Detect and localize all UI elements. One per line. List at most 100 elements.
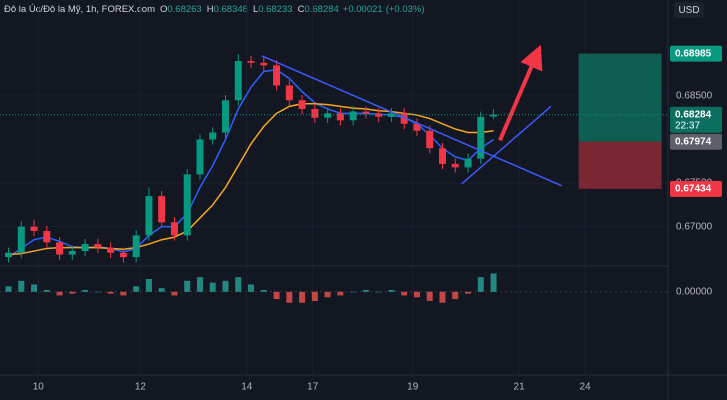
histogram-bar <box>94 291 101 293</box>
ohlc-value: 0.68284 <box>304 4 338 15</box>
histogram-bar <box>286 291 293 303</box>
candle-body <box>183 174 191 236</box>
header-text: Đô la Úc/Đô la Mỹ, 1h, FOREX.com O0.68263… <box>4 4 425 15</box>
histogram-bar <box>196 277 203 292</box>
price-badge <box>670 106 722 133</box>
histogram-bar <box>375 291 382 293</box>
header: Đô la Úc/Đô la Mỹ, 1h, FOREX.com O0.68263… <box>4 4 425 15</box>
candle-body <box>222 100 230 133</box>
countdown: 22:37 <box>675 120 700 131</box>
candle-body <box>387 113 395 117</box>
histogram-bar <box>209 282 216 292</box>
candle-body <box>260 62 268 66</box>
candle-body <box>56 242 64 255</box>
candle-body <box>349 111 357 121</box>
trendline <box>461 105 552 185</box>
histogram-bar <box>439 291 446 303</box>
candle-body <box>145 196 153 236</box>
price-badge-label: 0.67434 <box>675 183 712 194</box>
candle-body <box>336 113 344 121</box>
candle-body <box>107 247 115 253</box>
price-badge <box>670 133 722 150</box>
histogram-bar <box>260 289 267 292</box>
histogram-bar <box>107 291 114 294</box>
histogram-bar <box>18 280 25 292</box>
candle-body <box>451 163 459 168</box>
symbol: Đô la Úc/Đô la Mỹ, 1h, FOREX.com <box>4 4 155 15</box>
x-tick-label: 12 <box>135 382 147 393</box>
histogram-bar <box>465 291 472 294</box>
candle-body <box>132 235 140 258</box>
histogram-bar <box>184 280 191 292</box>
histogram-bar <box>413 291 420 298</box>
histogram-bar <box>235 277 242 292</box>
histogram-bar <box>145 278 152 292</box>
price-badge-label: 0.67974 <box>675 136 712 147</box>
x-tick-label: 19 <box>407 382 419 393</box>
candle-body <box>298 100 306 109</box>
currency[interactable]: USD <box>678 5 699 16</box>
candle-body <box>400 113 408 124</box>
histogram-bar <box>56 291 63 296</box>
ohlc-label: H <box>207 4 214 15</box>
candle-body <box>17 226 25 253</box>
candle-body <box>119 252 127 258</box>
histogram-bar <box>477 277 484 292</box>
histogram-bar <box>43 289 50 292</box>
histogram-bar <box>324 291 331 298</box>
histogram-bar <box>401 291 408 296</box>
histogram-bar <box>299 291 306 303</box>
candle-body <box>30 226 38 232</box>
histogram-bar <box>120 291 127 296</box>
histogram-bar <box>426 291 433 301</box>
trendline <box>261 55 562 187</box>
histogram-bar <box>222 280 229 292</box>
candle-body <box>68 251 76 255</box>
candle-body <box>196 139 204 175</box>
candle-body <box>311 108 319 118</box>
histogram-bar <box>158 288 165 292</box>
histogram-bar <box>452 291 459 300</box>
y2-tick-label: 0.00000 <box>676 286 713 297</box>
x-tick-label: 24 <box>579 382 591 393</box>
y-tick-label: 0.67000 <box>676 221 713 232</box>
ohlc-label: O <box>160 4 167 15</box>
candle-body <box>464 158 472 168</box>
x-tick-label: 10 <box>33 382 45 393</box>
change: +0.00021 <box>343 4 383 15</box>
candle-body <box>170 222 178 236</box>
histogram-bar <box>31 284 38 292</box>
ohlc-label: L <box>253 4 258 15</box>
x-tick-label: 17 <box>307 382 319 393</box>
moving-average <box>8 102 494 256</box>
candle-body <box>94 244 102 248</box>
candle-body <box>209 132 217 140</box>
histogram-bar <box>311 291 318 301</box>
histogram-bar <box>5 286 12 292</box>
histogram-bar <box>82 289 89 292</box>
candle-body <box>81 244 89 252</box>
candle-body <box>413 123 421 131</box>
price-badge-label: 0.68985 <box>675 48 712 59</box>
profit-zone <box>578 53 662 142</box>
candle-body <box>234 61 242 101</box>
histogram-bar <box>133 286 140 292</box>
x-tick-label: 21 <box>514 382 526 393</box>
candle-body <box>273 65 281 86</box>
histogram-bar <box>350 291 357 293</box>
ohlc-value: 0.68233 <box>258 4 292 15</box>
histogram-bar <box>171 291 178 296</box>
candle-body <box>247 61 255 63</box>
candle-body <box>43 231 51 243</box>
candle-body <box>438 148 446 164</box>
histogram-bar <box>273 291 280 300</box>
arrow <box>498 44 543 142</box>
price-badge <box>670 180 722 197</box>
histogram-bar <box>337 291 344 296</box>
price-badge <box>670 45 722 62</box>
currency-box <box>674 2 704 18</box>
change-pct: (+0.03%) <box>386 4 425 15</box>
ohlc-label: C <box>298 4 305 15</box>
histogram-bar <box>490 273 497 292</box>
